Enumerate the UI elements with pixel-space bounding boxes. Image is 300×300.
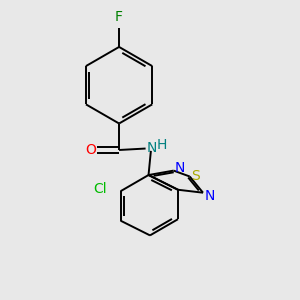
- Text: F: F: [115, 10, 123, 24]
- Text: N: N: [175, 161, 185, 175]
- Text: N: N: [205, 189, 215, 202]
- Text: Cl: Cl: [94, 182, 107, 196]
- Text: S: S: [191, 169, 200, 183]
- Text: H: H: [157, 138, 167, 152]
- Text: N: N: [146, 141, 157, 155]
- Text: O: O: [85, 143, 96, 157]
